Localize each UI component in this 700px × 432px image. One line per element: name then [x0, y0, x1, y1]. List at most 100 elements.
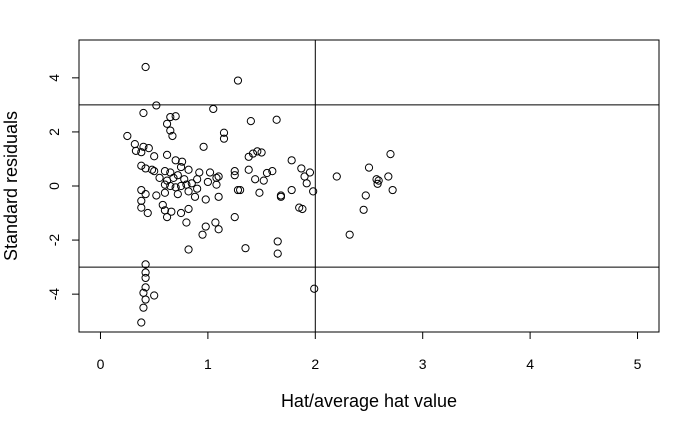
data-point [184, 165, 193, 174]
data-point [230, 212, 239, 222]
data-point [214, 192, 223, 201]
data-point [361, 191, 370, 200]
data-point [332, 172, 341, 181]
data-point [253, 147, 262, 156]
data-point [143, 208, 152, 218]
data-point [273, 237, 282, 246]
data-point [211, 218, 220, 227]
data-point [262, 168, 272, 178]
data-point [166, 181, 175, 191]
data-point [246, 117, 255, 126]
x-tick-label: 4 [526, 356, 534, 372]
data-point [233, 185, 243, 195]
data-point [257, 148, 266, 157]
data-point [152, 101, 161, 110]
data-point [373, 179, 382, 188]
data-point [287, 185, 296, 195]
y-tick-label: -2 [46, 234, 62, 247]
data-point [182, 218, 191, 227]
data-point [214, 225, 223, 234]
data-point [162, 119, 172, 128]
data-point [259, 176, 268, 185]
y-tick-label: 4 [46, 74, 62, 82]
data-point [141, 164, 150, 173]
y-tick-label: 0 [46, 182, 62, 190]
data-point [248, 149, 258, 158]
data-point [141, 190, 150, 199]
data-point [147, 165, 157, 174]
y-axis-title: Standard residuals [1, 111, 21, 261]
data-point [198, 230, 207, 239]
data-point [372, 175, 381, 184]
data-point [167, 207, 176, 216]
data-point [219, 134, 229, 143]
data-point [141, 260, 150, 269]
data-point [359, 205, 368, 214]
data-point [155, 173, 164, 182]
data-point [141, 268, 150, 277]
data-point [169, 173, 178, 182]
x-tick-label: 2 [311, 356, 319, 372]
x-axis-title: Hat/average hat value [281, 391, 457, 411]
data-point [184, 204, 193, 214]
data-point [171, 112, 180, 121]
data-point [150, 152, 159, 161]
data-point [230, 167, 239, 176]
data-point [374, 176, 383, 185]
data-point [236, 185, 245, 195]
data-points [123, 62, 397, 327]
data-point [184, 245, 193, 254]
data-point [180, 175, 189, 184]
data-point [184, 187, 193, 196]
data-point [150, 291, 159, 300]
data-point [287, 156, 296, 165]
data-point [176, 208, 186, 218]
data-point [123, 131, 132, 141]
data-point [166, 126, 175, 135]
data-point [173, 190, 182, 199]
data-point [251, 175, 260, 184]
data-point [160, 180, 170, 189]
y-tick-label: -4 [46, 288, 62, 301]
data-point [141, 273, 150, 283]
data-point [137, 148, 146, 157]
data-point [187, 179, 196, 188]
data-point [384, 172, 393, 181]
x-tick-label: 3 [419, 356, 427, 372]
data-point [386, 149, 395, 159]
data-point [141, 283, 150, 292]
x-tick-label: 5 [634, 356, 642, 372]
data-point [272, 115, 281, 124]
data-point [244, 165, 253, 174]
data-point [137, 161, 146, 170]
data-point [144, 144, 153, 153]
data-point [162, 212, 172, 222]
data-point [190, 192, 200, 201]
x-tick-label: 1 [204, 356, 212, 372]
data-point [199, 142, 208, 151]
data-point [158, 200, 167, 210]
data-point [193, 175, 202, 184]
x-axis: 0 1 2 3 4 5 [97, 331, 642, 372]
data-point [168, 131, 177, 141]
data-point [212, 180, 221, 189]
data-point [141, 62, 150, 72]
data-point [302, 179, 311, 188]
data-point [273, 249, 282, 258]
data-point [209, 104, 218, 114]
data-point [139, 108, 148, 118]
data-point [160, 188, 170, 197]
data-point [388, 185, 397, 195]
data-point [276, 192, 286, 201]
data-point [166, 112, 175, 122]
data-point [139, 303, 148, 312]
data-point [137, 318, 146, 327]
data-point [178, 157, 187, 166]
data-point [201, 222, 210, 231]
data-point [233, 76, 243, 85]
data-point [171, 156, 180, 165]
data-point [268, 167, 277, 176]
data-point [241, 244, 250, 253]
data-point [201, 195, 210, 204]
